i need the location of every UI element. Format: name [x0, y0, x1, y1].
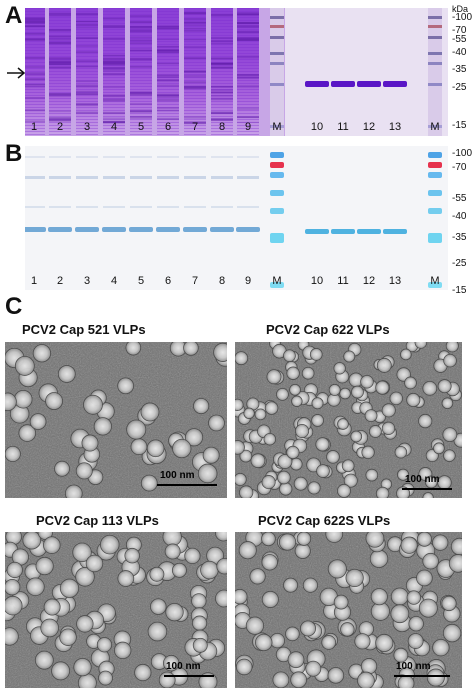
lane-label: 12 — [362, 121, 376, 133]
lane-label: 9 — [244, 275, 252, 287]
scale-bar-622 — [402, 488, 452, 490]
scale-label-521: 100 nm — [160, 470, 195, 481]
gel-b-marker-band — [270, 208, 284, 214]
gel-b-band-3 — [75, 227, 99, 232]
mw-label: -70 — [452, 162, 467, 173]
lane-label: 6 — [164, 275, 172, 287]
lane-label: 7 — [191, 275, 199, 287]
gel-b-marker-band — [428, 233, 442, 243]
scale-label-113: 100 nm — [166, 661, 201, 672]
lane-label: 10 — [310, 275, 324, 287]
lane-label: 3 — [83, 121, 91, 133]
lane-label: 11 — [337, 275, 349, 287]
panel-letter-a: A — [5, 2, 23, 29]
mw-label: -40 — [452, 47, 467, 58]
mw-label: -55 — [452, 193, 467, 204]
gel-b-marker-band — [428, 282, 442, 288]
lane-label: 11 — [337, 121, 349, 133]
lane-label: 8 — [218, 275, 226, 287]
scale-bar-113 — [164, 675, 214, 677]
panel-letter-c: C — [5, 293, 23, 320]
panel-letter-b: B — [5, 140, 23, 167]
lane-label: 1 — [30, 275, 38, 287]
gel-b-band-4 — [102, 227, 126, 232]
mw-label: -25 — [452, 82, 467, 93]
em-image-521 — [5, 342, 227, 498]
gel-b-band-6 — [156, 227, 180, 232]
gel-b-band-12 — [357, 229, 381, 234]
mw-label: -15 — [452, 120, 467, 131]
gel-b-marker-band — [270, 233, 284, 243]
mw-label: -40 — [452, 211, 467, 222]
mw-label: -35 — [452, 232, 467, 243]
mw-label: -1000 — [452, 148, 472, 159]
gel-a-band-13 — [383, 81, 407, 87]
mw-label: -25 — [452, 258, 467, 269]
lane-label: 4 — [110, 121, 118, 133]
gel-b-band-2 — [48, 227, 72, 232]
mw-label: -15 — [452, 285, 467, 296]
lane-label: 6 — [164, 121, 172, 133]
lane-label: 13 — [388, 121, 402, 133]
gel-b-marker-band — [270, 152, 284, 158]
em-image-622s — [235, 532, 462, 688]
mw-label: -100 — [452, 12, 472, 23]
gel-b-band-8 — [210, 227, 234, 232]
gel-b-marker-band — [428, 162, 442, 168]
lane-label: 13 — [388, 275, 402, 287]
gel-b-marker-band — [428, 152, 442, 158]
mw-label: -55 — [452, 34, 467, 45]
lane-label: 3 — [83, 275, 91, 287]
gel-b-marker-band — [428, 208, 442, 214]
em-image-622 — [235, 342, 462, 498]
lane-label: 5 — [137, 275, 145, 287]
mw-label: -70 — [452, 25, 467, 36]
lane-label: 8 — [218, 121, 226, 133]
gel-a-marker-lane — [428, 8, 442, 136]
gel-a-band-10 — [305, 81, 329, 87]
lane-label: M — [272, 121, 282, 133]
lane-label: 4 — [110, 275, 118, 287]
em-title-622: PCV2 Cap 622 VLPs — [266, 322, 390, 337]
em-title-521: PCV2 Cap 521 VLPs — [22, 322, 146, 337]
scale-label-622s: 100 nm — [396, 661, 431, 672]
gel-b-marker-band — [270, 162, 284, 168]
gel-b-marker-band — [428, 172, 442, 178]
lane-label: 2 — [56, 275, 64, 287]
scale-label-622: 100 nm — [405, 474, 440, 485]
scale-bar-521 — [157, 484, 217, 486]
gel-b-marker-band — [428, 190, 442, 196]
mw-label: -35 — [452, 64, 467, 75]
em-title-622s: PCV2 Cap 622S VLPs — [258, 513, 391, 528]
lane-label: M — [272, 275, 282, 287]
western-blot — [25, 146, 448, 290]
band-arrow-icon — [6, 66, 26, 85]
lane-label: 9 — [244, 121, 252, 133]
gel-b-band-10 — [305, 229, 329, 234]
gel-b-marker-band — [270, 190, 284, 196]
gel-b-band-9 — [236, 227, 260, 232]
em-title-113: PCV2 Cap 113 VLPs — [36, 513, 159, 528]
gel-b-band-7 — [183, 227, 207, 232]
lane-label: M — [430, 275, 440, 287]
lane-label: 7 — [191, 121, 199, 133]
gel-b-marker-band — [270, 282, 284, 288]
gel-b-marker-band — [270, 172, 284, 178]
kda-unit-label: kDa — [452, 4, 469, 14]
gel-b-band-13 — [383, 229, 407, 234]
scale-bar-622s — [394, 675, 450, 677]
lane-label: M — [430, 121, 440, 133]
lane-label: 5 — [137, 121, 145, 133]
gel-b-band-1 — [25, 227, 46, 232]
gel-a-band-12 — [357, 81, 381, 87]
lane-label: 10 — [310, 121, 324, 133]
lane-label: 12 — [362, 275, 376, 287]
gel-a-band-11 — [331, 81, 355, 87]
lane-label: 1 — [30, 121, 38, 133]
coomassie-gel — [25, 8, 448, 136]
gel-b-band-5 — [129, 227, 153, 232]
gel-a-marker-lane — [270, 8, 284, 136]
gel-b-band-11 — [331, 229, 355, 234]
lane-label: 2 — [56, 121, 64, 133]
